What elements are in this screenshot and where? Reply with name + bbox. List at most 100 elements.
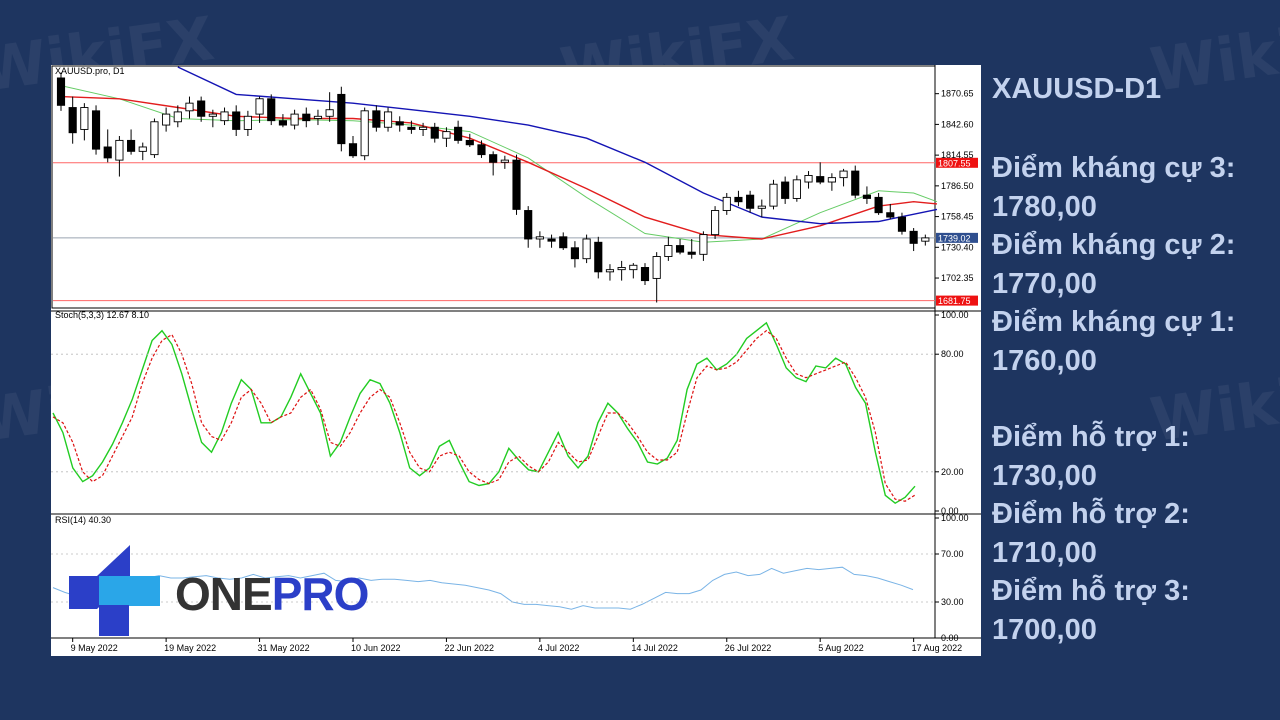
candle bbox=[769, 179, 778, 210]
candle-body-bull bbox=[325, 109, 334, 117]
time-tick-label: 17 Aug 2022 bbox=[912, 643, 963, 653]
candle bbox=[675, 238, 685, 255]
candle bbox=[535, 231, 544, 248]
candle-body-bull bbox=[605, 269, 615, 273]
candle-body-bear bbox=[874, 196, 883, 214]
support-1-value: 1730,00 bbox=[992, 459, 1097, 492]
candle-body-bear bbox=[477, 144, 486, 156]
candle bbox=[582, 234, 591, 264]
candle-body-bear bbox=[570, 247, 579, 260]
candle-body-bear bbox=[197, 100, 206, 117]
candle bbox=[477, 140, 486, 158]
rsi-label: RSI(14) 40.30 bbox=[55, 515, 111, 525]
watermark-3: WikiFX bbox=[1146, 4, 1280, 106]
candle bbox=[547, 234, 556, 248]
time-tick-label: 5 Aug 2022 bbox=[818, 643, 864, 653]
candle-body-bull bbox=[711, 210, 720, 236]
support-3: Điểm hỗ trợ 3: 1700,00 bbox=[992, 572, 1272, 649]
time-tick-label: 22 Jun 2022 bbox=[444, 643, 494, 653]
candle-body-bear bbox=[395, 121, 404, 126]
candle-body-bull bbox=[313, 115, 323, 119]
candle-body-bull bbox=[582, 238, 591, 260]
candle-body-bear bbox=[746, 194, 755, 209]
candle bbox=[127, 129, 136, 155]
price-tick-label: 1842.60 bbox=[941, 119, 974, 129]
candle-body-bear bbox=[103, 146, 112, 159]
candle-body-bear bbox=[559, 236, 568, 249]
candle bbox=[325, 92, 334, 122]
candle-body-bull bbox=[442, 131, 451, 139]
candle bbox=[664, 236, 673, 261]
candle-body-bear bbox=[816, 176, 825, 183]
candle-body-bull bbox=[664, 245, 673, 257]
candle bbox=[302, 107, 311, 128]
time-tick-label: 26 Jul 2022 bbox=[725, 643, 772, 653]
candle bbox=[781, 176, 790, 204]
candle-body-bear bbox=[337, 93, 346, 145]
rsi-line bbox=[52, 566, 914, 610]
candle-body-bear bbox=[465, 139, 474, 146]
resistance-2-label: Điểm kháng cự 2: bbox=[992, 229, 1236, 261]
candle bbox=[442, 127, 451, 147]
candle-body-bull bbox=[173, 111, 182, 123]
candle bbox=[722, 192, 731, 215]
logo-text-one: ONE bbox=[175, 568, 273, 620]
level-price-label: 1681.75 bbox=[938, 296, 971, 306]
stoch-tick-label: 0.00 bbox=[941, 506, 959, 516]
candle bbox=[827, 173, 836, 191]
candle-body-bear bbox=[489, 154, 498, 163]
candle bbox=[617, 260, 626, 281]
candle bbox=[559, 232, 568, 250]
candle bbox=[512, 154, 521, 215]
candle bbox=[197, 96, 206, 122]
time-tick-label: 14 Jul 2022 bbox=[631, 643, 678, 653]
candle-body-bull bbox=[617, 267, 626, 271]
candle-body-bull bbox=[208, 113, 217, 117]
level-price-tag bbox=[936, 295, 978, 306]
candle bbox=[115, 136, 124, 177]
candle-body-bear bbox=[909, 230, 918, 244]
candle-body-bear bbox=[886, 212, 895, 218]
stoch-tick-label: 20.00 bbox=[941, 467, 964, 477]
stoch-tick-label: 80.00 bbox=[941, 349, 964, 359]
candle bbox=[419, 122, 428, 137]
candle-body-bull bbox=[769, 183, 778, 207]
candle bbox=[524, 206, 533, 248]
resistance-1-label: Điểm kháng cự 1: bbox=[992, 306, 1236, 338]
candle-body-bull bbox=[138, 146, 147, 152]
candle-body-bear bbox=[512, 159, 521, 210]
candle bbox=[594, 236, 603, 279]
candle-body-bear bbox=[267, 98, 276, 122]
candle bbox=[278, 114, 287, 128]
chart-panel: 1807.55 1739.02 1681.75 1870.65 1842.60 1814… bbox=[51, 65, 981, 656]
candle bbox=[874, 192, 883, 215]
candle-body-bear bbox=[687, 251, 696, 255]
price-tick-label: 1786.50 bbox=[941, 181, 974, 191]
time-tick-label: 10 Jun 2022 bbox=[351, 643, 401, 653]
candle-body-bull bbox=[162, 113, 171, 126]
ma-slow-line bbox=[177, 66, 938, 225]
candle bbox=[68, 96, 77, 144]
candle bbox=[407, 120, 416, 134]
candle bbox=[243, 110, 252, 137]
candle-body-bull bbox=[792, 179, 801, 199]
candle-body-bull bbox=[419, 126, 428, 130]
candle-body-bear bbox=[278, 120, 287, 126]
candle bbox=[430, 122, 439, 143]
onepro-logo-mark bbox=[69, 545, 160, 636]
candle bbox=[605, 264, 615, 281]
candle bbox=[804, 171, 813, 189]
support-3-label: Điểm hỗ trợ 3: bbox=[992, 575, 1190, 607]
candle bbox=[629, 263, 638, 279]
candle-body-bear bbox=[524, 210, 533, 240]
candle-body-bull bbox=[629, 264, 638, 271]
candle bbox=[395, 116, 404, 132]
price-tick-label: 1870.65 bbox=[941, 89, 974, 99]
candle bbox=[489, 151, 498, 176]
candle bbox=[862, 186, 871, 204]
main-pane-frame bbox=[51, 65, 936, 309]
candle bbox=[383, 107, 393, 132]
candle bbox=[185, 96, 194, 119]
candle bbox=[173, 105, 182, 128]
candle-body-bull bbox=[185, 102, 194, 112]
